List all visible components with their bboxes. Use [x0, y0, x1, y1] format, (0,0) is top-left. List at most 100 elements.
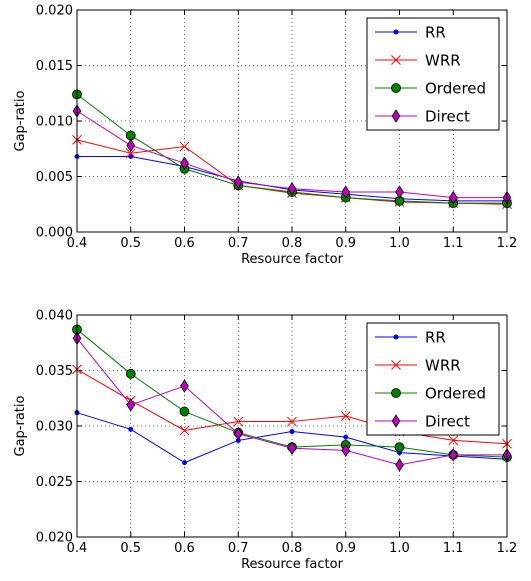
legend-item-ordered: Ordered [375, 385, 486, 403]
data-point-x-stroke [340, 411, 351, 421]
x-tick-label: 0.4 [67, 236, 88, 251]
legend-box [366, 322, 500, 436]
legend-label: Ordered [425, 385, 486, 403]
data-point-dot [343, 434, 349, 440]
data-point-diamond [287, 181, 297, 196]
y-tick-label: 0.035 [36, 364, 73, 379]
data-point-dot [393, 29, 399, 35]
data-point-diamond [341, 185, 351, 199]
data-point-x-stroke [233, 416, 244, 427]
data-point-diamond [448, 190, 458, 205]
y-axis-label: Gap-ratio [13, 395, 28, 456]
plot-frame [76, 314, 508, 538]
chart-panel-2: 0.4 0.5 0.6 0.7 0.8 0.9 1.0 1.1 1.2 0.020 0.025 0.0… [13, 309, 517, 573]
x-tick-label: 0.7 [228, 236, 249, 251]
data-point-x-stroke [125, 148, 136, 159]
data-point-x [179, 141, 190, 152]
y-tick-label: 0.040 [36, 309, 73, 324]
legend-label: WRR [425, 357, 461, 375]
y-tick-label: 0.030 [36, 420, 73, 435]
data-point-x [287, 416, 297, 427]
x-tick-label: 0.8 [282, 236, 303, 251]
legend-item-direct: Direct [375, 413, 470, 431]
series-direct [72, 104, 512, 205]
data-point-x [125, 148, 136, 159]
x-axis-label: Resource factor [241, 252, 343, 267]
data-point-diamond [180, 379, 189, 393]
data-point-x [340, 411, 351, 421]
legend-item-rr: RR [375, 329, 446, 347]
y-tick-label: 0.000 [36, 226, 73, 241]
data-point-x-stroke [287, 416, 297, 427]
data-point-x [233, 416, 244, 427]
data-point-dot [393, 334, 399, 340]
data-point-x-stroke [179, 141, 190, 152]
y-tick-label: 0.020 [36, 4, 73, 19]
x-tick-label: 0.5 [120, 541, 141, 556]
data-point-circle [125, 368, 136, 379]
x-tick-label: 0.6 [174, 541, 195, 556]
data-point-x [391, 55, 401, 65]
data-point-diamond [126, 138, 136, 153]
data-point-x [179, 425, 190, 436]
y-tick-label: 0.020 [36, 531, 73, 546]
x-tick-label: 1.0 [389, 236, 410, 251]
legend-label: Direct [425, 413, 470, 431]
data-point-x [448, 435, 459, 446]
data-point-circle [394, 442, 405, 452]
x-tick-label: 0.5 [120, 236, 141, 251]
plot-frame [76, 9, 508, 233]
legend-item-wrr: WRR [375, 357, 461, 375]
data-point-diamond [395, 458, 404, 472]
y-tick-label: 0.010 [36, 115, 73, 130]
legend: RR WRR Ordered Direct [366, 322, 500, 436]
x-tick-label: 0.9 [335, 541, 356, 556]
legend-label: Ordered [425, 80, 486, 98]
data-point-diamond [233, 175, 243, 189]
data-point-diamond [233, 427, 243, 441]
data-point-dot [128, 426, 134, 432]
x-tick-label: 0.9 [335, 236, 356, 251]
x-tick-label: 0.8 [282, 541, 303, 556]
y-tick-label: 0.025 [36, 475, 73, 490]
legend-item-ordered: Ordered [375, 80, 486, 98]
data-point-dot [289, 429, 295, 435]
legend-item-rr: RR [375, 24, 446, 42]
data-point-x-stroke [179, 425, 190, 436]
data-point-circle [391, 388, 401, 398]
x-axis-label: Resource factor [241, 557, 343, 572]
data-point-dot [128, 154, 134, 160]
x-tick-label: 1.0 [389, 541, 410, 556]
x-tick-label: 1.2 [497, 236, 518, 251]
y-tick-label: 0.015 [36, 59, 73, 74]
legend-label: RR [425, 24, 446, 42]
data-point-diamond [448, 448, 458, 462]
data-point-x-stroke [391, 55, 401, 65]
data-point-diamond [395, 185, 404, 199]
x-tick-label: 0.6 [174, 236, 195, 251]
data-point-diamond [287, 441, 297, 455]
x-tick-label: 1.1 [443, 541, 464, 556]
legend-item-direct: Direct [375, 108, 470, 126]
data-point-x-stroke [391, 360, 401, 370]
x-tick-label: 0.4 [67, 541, 88, 556]
legend: RR WRR Ordered Direct [366, 17, 500, 131]
data-point-x-stroke [448, 435, 459, 446]
legend-label: WRR [425, 52, 461, 70]
data-point-diamond [341, 443, 351, 458]
legend-label: RR [425, 329, 446, 347]
x-tick-label: 0.7 [228, 541, 249, 556]
data-point-circle [125, 130, 136, 141]
data-point-circle [179, 406, 190, 417]
data-point-diamond [180, 156, 189, 170]
y-axis-label: Gap-ratio [13, 90, 28, 151]
chart-panel-1: 0.4 0.5 0.6 0.7 0.8 0.9 1.0 1.1 1.2 0.000 0.005 0.0… [13, 4, 517, 268]
data-point-x [391, 360, 401, 370]
legend-item-wrr: WRR [375, 52, 461, 70]
data-point-diamond [126, 398, 136, 412]
data-point-diamond [391, 109, 401, 123]
data-point-circle [391, 83, 401, 93]
y-tick-label: 0.005 [36, 170, 73, 185]
data-point-dot [182, 460, 187, 466]
